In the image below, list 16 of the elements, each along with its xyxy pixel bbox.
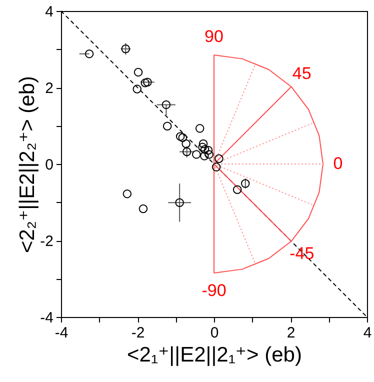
y-tick-label: 2 [45,80,54,97]
y-tick-label: 0 [45,156,54,174]
y-axis-title: <2₂⁺||E2||2₂⁺> (eb) [16,76,40,254]
x-tick-label: 2 [286,324,296,342]
y-tick-label: -4 [40,310,54,326]
annotation: -90 [202,281,226,300]
x-tick-label: 0 [210,324,219,342]
y-tick-label: -2 [40,233,54,250]
annotation: 45 [292,64,312,84]
annotation: 90 [204,26,224,46]
x-tick-label: -2 [131,324,145,342]
x-axis-title: <2₁⁺||E2||2₁⁺> (eb) [127,344,302,366]
y-tick-label: 4 [45,4,54,20]
annotation: 0 [333,154,343,173]
annotation: -45 [290,244,314,263]
x-tick-label: 4 [363,324,372,342]
